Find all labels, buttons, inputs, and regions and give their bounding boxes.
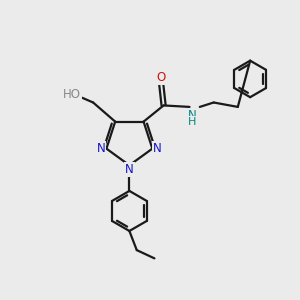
Text: H: H	[188, 117, 196, 127]
Text: HO: HO	[63, 88, 81, 101]
Text: O: O	[157, 71, 166, 84]
Text: N: N	[188, 109, 196, 122]
Text: N: N	[153, 142, 162, 155]
Text: N: N	[125, 163, 134, 176]
Text: N: N	[97, 142, 106, 155]
